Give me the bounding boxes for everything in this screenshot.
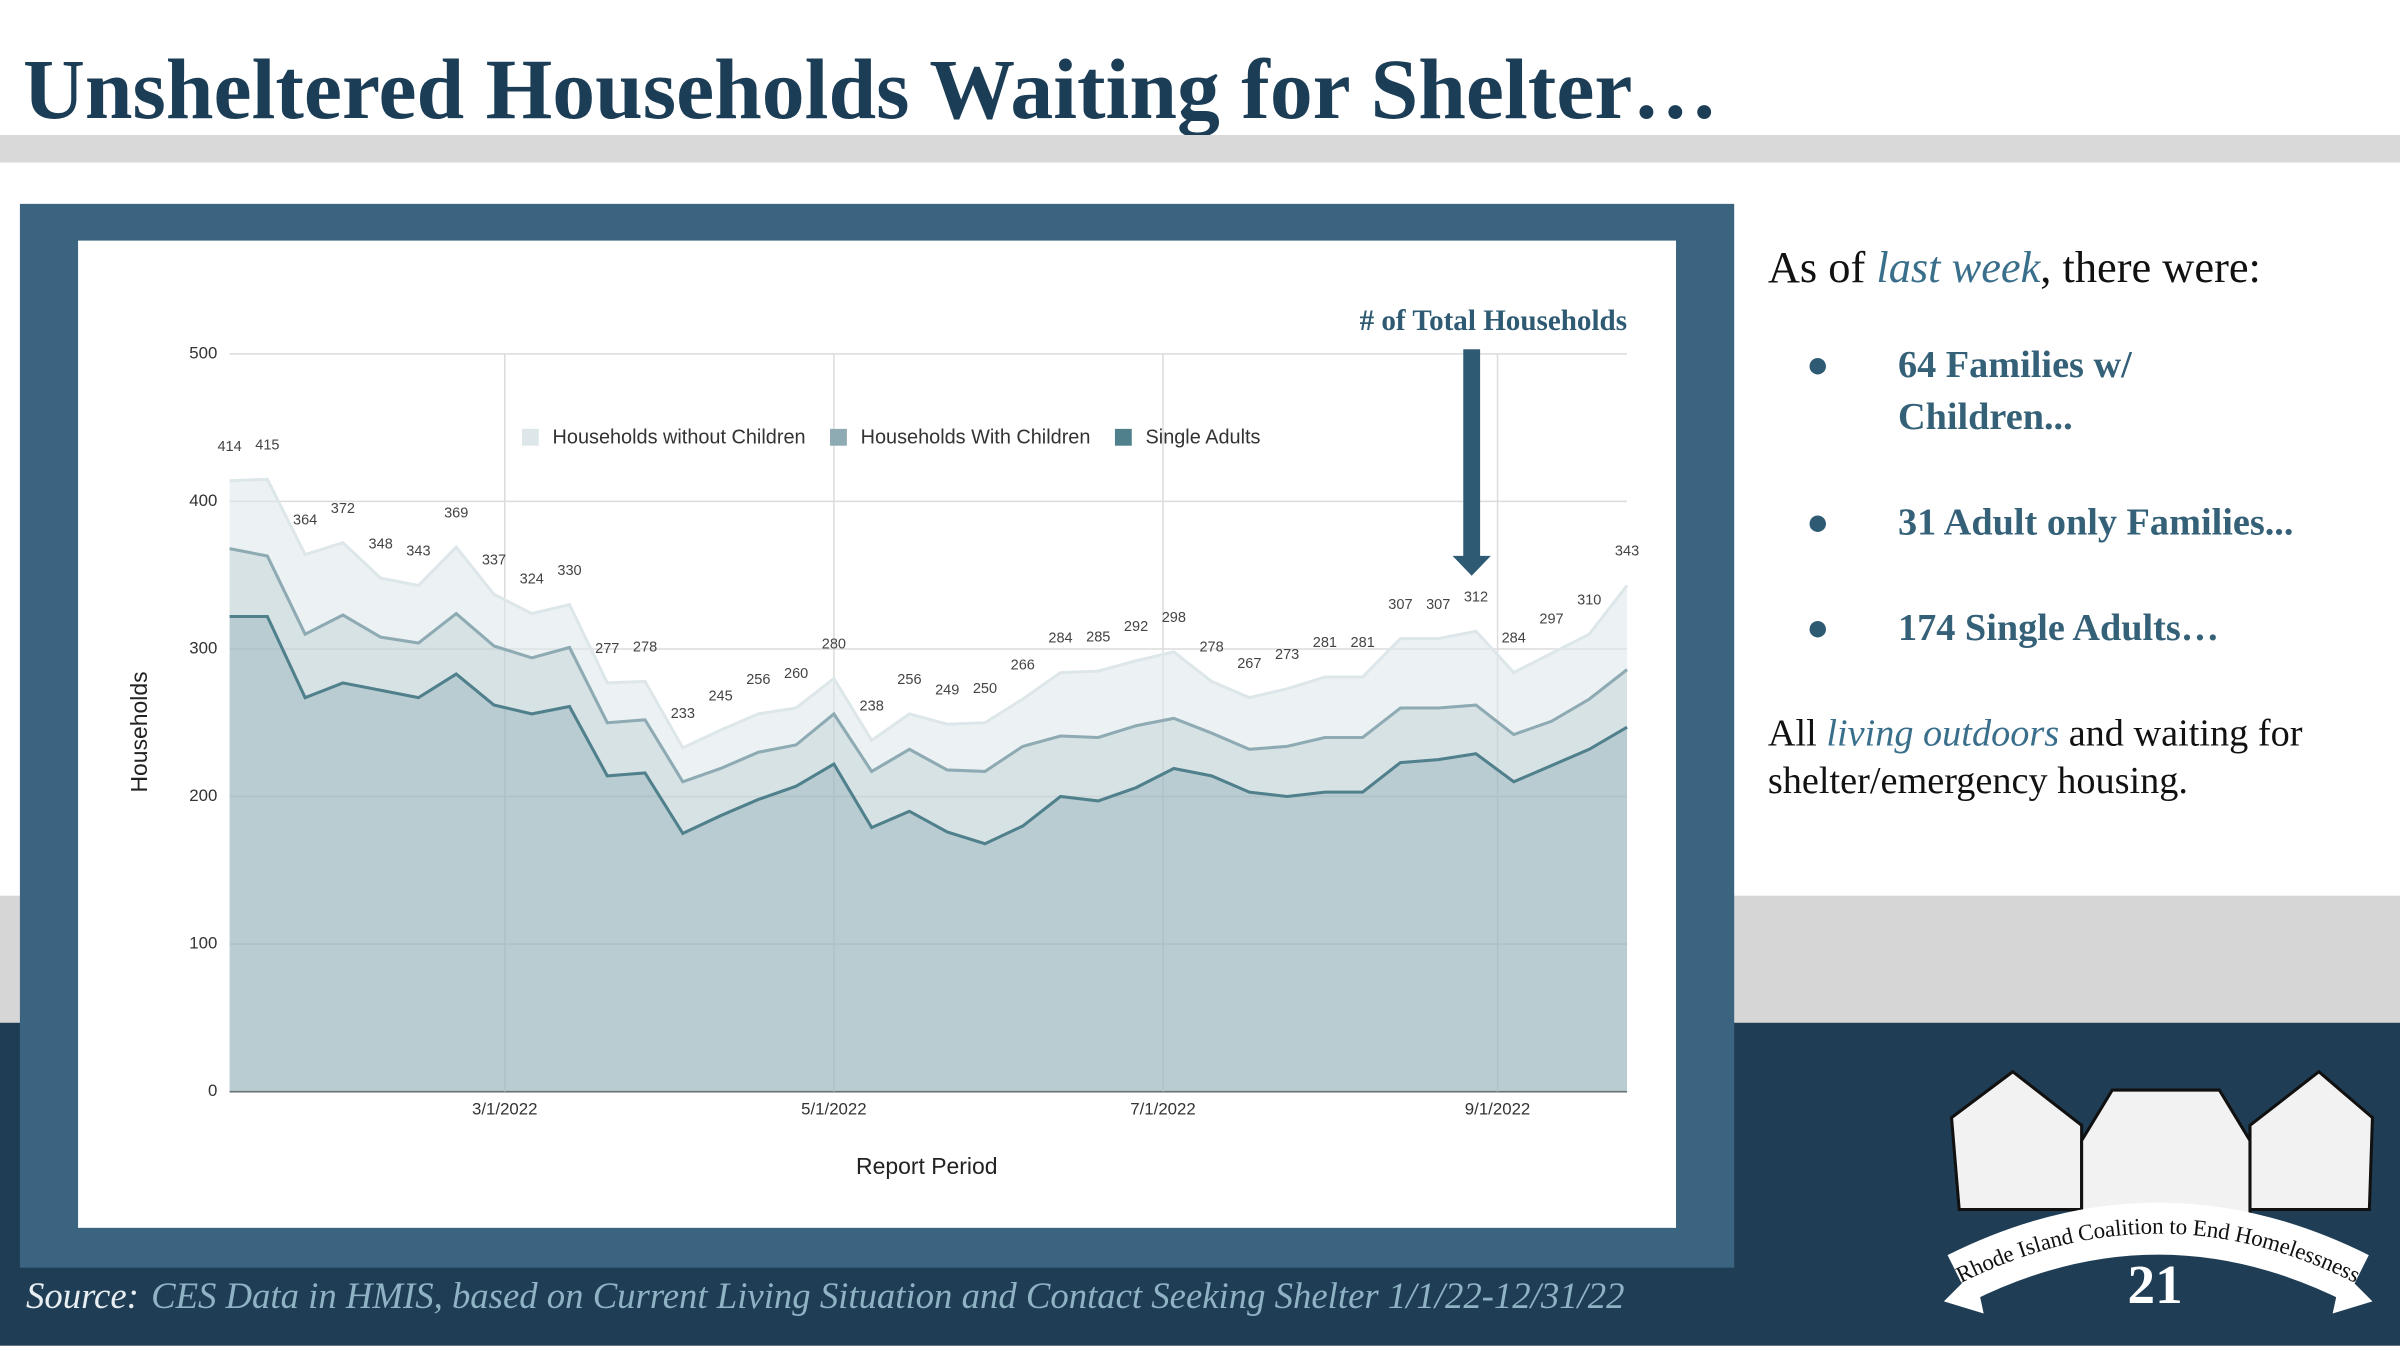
- data-label: 281: [1351, 635, 1375, 651]
- data-label: 267: [1237, 656, 1261, 672]
- data-label: 324: [520, 572, 544, 588]
- data-label: 245: [708, 688, 732, 704]
- bullet-text: 31 Adult only Families...: [1897, 502, 2294, 544]
- area-fill: [229, 479, 1628, 1092]
- bullet-list: ● 64 Families w/ Children... ● 31 Adult on…: [1768, 340, 2396, 655]
- y-tick-label: 400: [189, 491, 217, 510]
- data-label: 307: [1388, 597, 1412, 613]
- data-label: 280: [822, 637, 846, 653]
- data-label: 307: [1426, 597, 1450, 613]
- data-label: 273: [1275, 647, 1299, 663]
- data-label: 415: [255, 437, 279, 453]
- legend-swatch: [521, 428, 539, 446]
- series-line: [229, 477, 1629, 750]
- closing-text: and waiting for shelter/emergency housin…: [1767, 713, 2303, 803]
- x-axis-title: Report Period: [856, 1153, 998, 1179]
- x-tick-label: 9/1/2022: [1465, 1099, 1531, 1118]
- legend-label: Households With Children: [861, 426, 1091, 448]
- y-axis-title: Households: [126, 671, 152, 792]
- series-line: [229, 547, 1628, 784]
- bullet-text: 64 Families w/ Children...: [1897, 344, 2132, 439]
- logo: Rhode Island Coalition to End Homelessne…: [1943, 1069, 2375, 1315]
- bullet: ● 31 Adult only Families...: [1806, 502, 2294, 544]
- closing-text: All: [1767, 713, 1827, 755]
- intro: As of last week, there were:: [1768, 244, 2396, 295]
- data-label: 312: [1464, 589, 1488, 605]
- data-label: 284: [1048, 631, 1072, 647]
- data-label: 343: [1615, 544, 1639, 560]
- legend-swatch: [830, 428, 847, 446]
- arrow-shaft: [1463, 349, 1481, 558]
- data-label: 298: [1162, 610, 1186, 626]
- data-label: 256: [746, 672, 770, 688]
- summary-panel: As of last week, there were: ● 64 Familie…: [1768, 244, 2396, 806]
- data-label: 250: [973, 681, 997, 697]
- legend-label: Single Adults: [1146, 426, 1261, 448]
- data-label: 278: [633, 640, 657, 656]
- data-label: 277: [595, 641, 619, 657]
- y-tick-label: 300: [189, 638, 217, 657]
- data-label: 278: [1199, 640, 1223, 656]
- source: Source: CES Data in HMIS, based on Curren…: [26, 1275, 1624, 1316]
- page-number: 21: [2128, 1254, 2183, 1315]
- y-tick-label: 100: [189, 934, 217, 953]
- annotation: # of Total Households: [1360, 305, 1627, 337]
- x-tick-label: 7/1/2022: [1130, 1099, 1196, 1118]
- summary: As of last week, there were: ● 64 Familie…: [1768, 244, 2396, 806]
- data-label: 414: [217, 439, 241, 455]
- data-label: 285: [1086, 629, 1110, 645]
- x-tick-label: 3/1/2022: [472, 1099, 538, 1118]
- data-label: 292: [1124, 619, 1148, 635]
- intro-text: As of: [1767, 243, 1877, 293]
- bullet: ● 174 Single Adults…: [1806, 607, 2220, 650]
- data-label: 249: [935, 682, 959, 698]
- intro-text: , there were:: [2040, 243, 2261, 293]
- legend-label: Households without Children: [553, 426, 806, 448]
- data-label: 364: [293, 513, 317, 529]
- title-bar: [0, 134, 2400, 163]
- data-label: 330: [557, 563, 581, 579]
- bullet: ● 64 Families w/ Children...: [1806, 344, 2132, 439]
- data-label: 260: [784, 666, 808, 682]
- data-label: 348: [369, 536, 393, 552]
- plot: 0 100 200 300 400 500 3/1/2022 5/1/2022 7/1/2022…: [126, 343, 1639, 1179]
- data-label: 284: [1502, 631, 1526, 647]
- bullet-text: 174 Single Adults…: [1897, 607, 2220, 650]
- data-label: 297: [1539, 612, 1563, 628]
- data-label: 256: [897, 672, 921, 688]
- data-label: 281: [1313, 635, 1337, 651]
- data-label: 310: [1577, 592, 1601, 608]
- intro-emphasis: last week: [1876, 243, 2041, 293]
- y-tick-label: 0: [208, 1081, 217, 1100]
- data-label: 238: [860, 699, 884, 715]
- data-label: 369: [444, 505, 468, 521]
- area-fill: [229, 616, 1628, 1092]
- source-label: Source:: [26, 1275, 139, 1316]
- x-tick-label: 5/1/2022: [801, 1099, 867, 1118]
- data-label: 337: [482, 553, 506, 569]
- data-label: 266: [1011, 657, 1035, 673]
- source-text: CES Data in HMIS, based on Current Livin…: [151, 1275, 1624, 1316]
- data-label: 343: [406, 544, 430, 560]
- y-tick-label: 500: [189, 343, 217, 362]
- arrow-head: [1452, 555, 1491, 576]
- closing: All living outdoors and waiting for shel…: [1768, 711, 2350, 806]
- data-label: 372: [331, 501, 355, 517]
- y-tick-label: 200: [189, 786, 217, 805]
- legend-swatch: [1114, 428, 1132, 446]
- slide-title: Unsheltered Households Waiting for Shelt…: [23, 42, 1718, 137]
- closing-emphasis: living outdoors: [1826, 713, 2060, 755]
- data-label: 233: [671, 706, 695, 722]
- series-line: [229, 614, 1628, 846]
